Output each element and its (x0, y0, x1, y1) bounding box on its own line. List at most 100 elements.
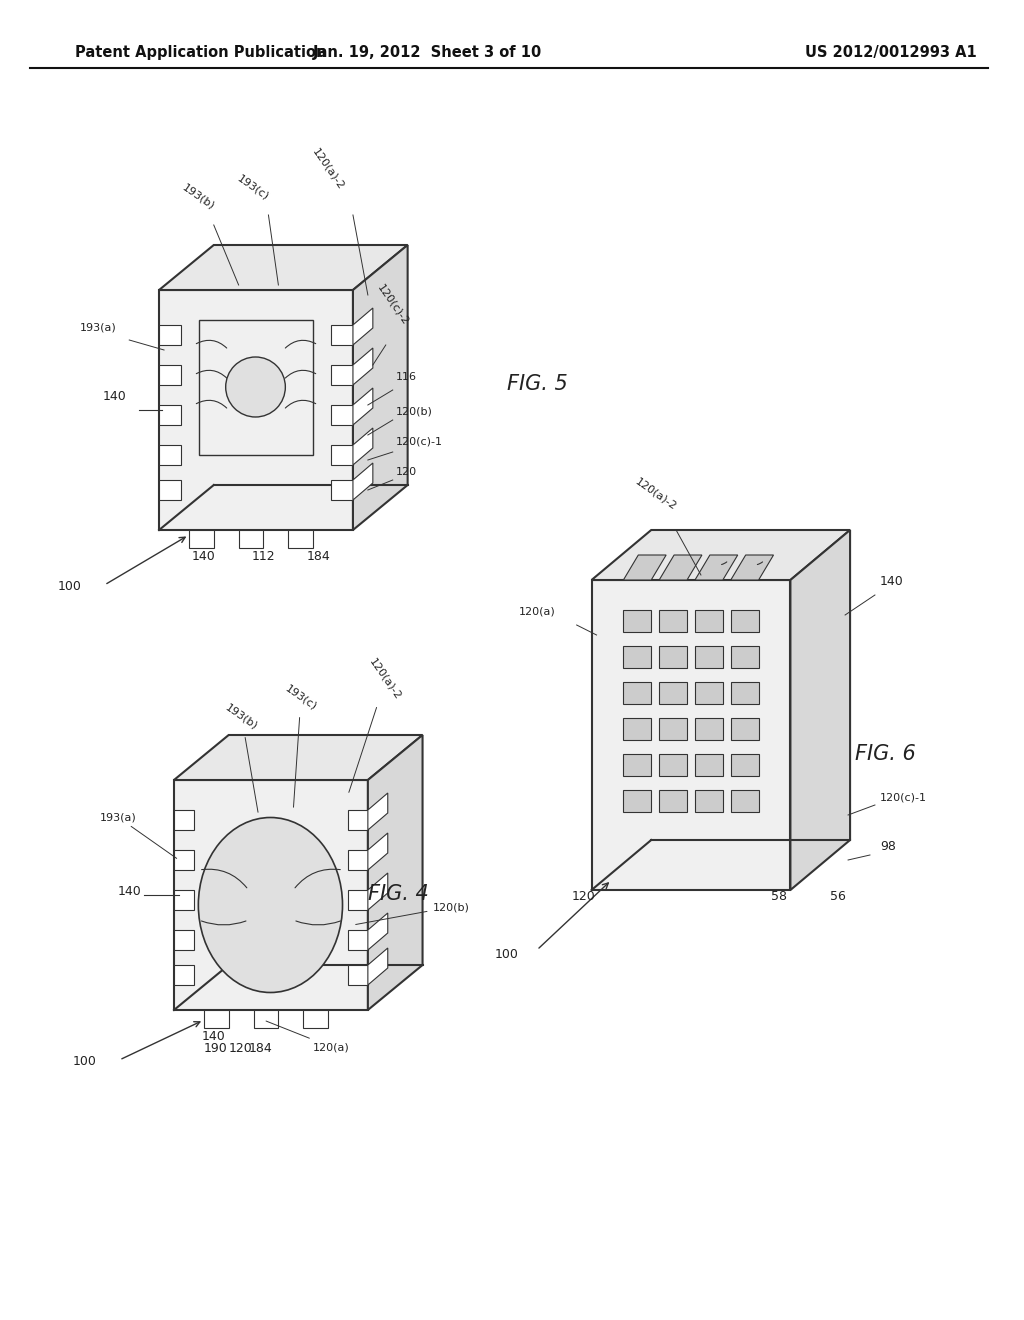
Polygon shape (368, 913, 388, 950)
Text: 120(a)-2: 120(a)-2 (310, 147, 346, 191)
Text: 120(c)-1: 120(c)-1 (880, 792, 927, 803)
Polygon shape (174, 850, 194, 870)
Polygon shape (239, 531, 263, 548)
Ellipse shape (199, 817, 342, 993)
Polygon shape (204, 1010, 228, 1028)
Polygon shape (174, 810, 194, 830)
Polygon shape (159, 290, 353, 531)
Ellipse shape (225, 356, 286, 417)
Text: 56: 56 (830, 890, 846, 903)
Polygon shape (368, 873, 388, 909)
Polygon shape (695, 554, 737, 579)
Text: 140: 140 (880, 576, 903, 587)
Polygon shape (624, 682, 651, 704)
Text: 120(a): 120(a) (518, 607, 555, 616)
Polygon shape (348, 890, 368, 909)
Polygon shape (624, 554, 667, 579)
Text: FIG. 6: FIG. 6 (855, 744, 915, 764)
Polygon shape (174, 735, 423, 780)
Polygon shape (348, 965, 368, 985)
Text: 193(b): 193(b) (181, 182, 217, 213)
Text: 120(a): 120(a) (266, 1022, 350, 1052)
Polygon shape (695, 754, 723, 776)
Polygon shape (695, 789, 723, 812)
Polygon shape (254, 1010, 279, 1028)
Text: Patent Application Publication: Patent Application Publication (75, 45, 326, 59)
Polygon shape (731, 754, 759, 776)
Text: 193(a): 193(a) (99, 812, 177, 858)
Text: 140: 140 (202, 1030, 225, 1043)
Text: 120(b): 120(b) (395, 407, 432, 417)
Text: 120: 120 (571, 890, 595, 903)
Polygon shape (731, 682, 759, 704)
Text: FIG. 5: FIG. 5 (507, 374, 568, 393)
Text: 120(a)-2: 120(a)-2 (634, 477, 679, 512)
Polygon shape (331, 405, 353, 425)
Polygon shape (353, 308, 373, 345)
Text: 193(c): 193(c) (236, 173, 271, 202)
Polygon shape (353, 388, 373, 425)
Polygon shape (731, 554, 773, 579)
Text: 116: 116 (395, 372, 417, 381)
Text: 112: 112 (252, 550, 275, 564)
Polygon shape (659, 645, 687, 668)
Polygon shape (174, 890, 194, 909)
Text: 184: 184 (249, 1041, 272, 1055)
Polygon shape (348, 850, 368, 870)
Text: 184: 184 (306, 550, 330, 564)
Polygon shape (348, 931, 368, 950)
Polygon shape (348, 810, 368, 830)
Text: 193(c): 193(c) (284, 684, 318, 808)
Polygon shape (659, 789, 687, 812)
Polygon shape (368, 793, 388, 830)
Polygon shape (624, 789, 651, 812)
Polygon shape (659, 554, 701, 579)
Polygon shape (695, 610, 723, 632)
Polygon shape (624, 610, 651, 632)
Text: 120: 120 (395, 467, 417, 477)
Text: 98: 98 (880, 840, 896, 853)
Polygon shape (659, 682, 687, 704)
Text: 120(c)-1: 120(c)-1 (395, 437, 442, 447)
Polygon shape (659, 754, 687, 776)
Polygon shape (174, 780, 368, 1010)
Polygon shape (159, 405, 181, 425)
Polygon shape (592, 579, 791, 890)
Text: FIG. 4: FIG. 4 (368, 884, 429, 904)
Polygon shape (368, 948, 388, 985)
Polygon shape (159, 325, 181, 345)
Polygon shape (174, 931, 194, 950)
Polygon shape (791, 531, 850, 890)
Text: 190: 190 (204, 1041, 227, 1055)
Text: 100: 100 (496, 948, 519, 961)
Polygon shape (731, 645, 759, 668)
Polygon shape (659, 610, 687, 632)
Polygon shape (303, 1010, 328, 1028)
Text: 100: 100 (73, 1055, 96, 1068)
Polygon shape (624, 754, 651, 776)
Text: 140: 140 (118, 884, 141, 898)
Text: US 2012/0012993 A1: US 2012/0012993 A1 (805, 45, 977, 59)
Text: 58: 58 (770, 890, 786, 903)
Polygon shape (353, 463, 373, 500)
Polygon shape (159, 480, 181, 500)
Text: 120(a)-2: 120(a)-2 (349, 657, 403, 792)
Polygon shape (331, 480, 353, 500)
Polygon shape (659, 718, 687, 741)
Polygon shape (624, 645, 651, 668)
Polygon shape (731, 718, 759, 741)
Polygon shape (331, 366, 353, 385)
Polygon shape (289, 531, 313, 548)
Text: 193(b): 193(b) (223, 702, 260, 812)
Text: 193(a): 193(a) (80, 322, 117, 333)
Text: 100: 100 (57, 579, 82, 593)
Polygon shape (592, 531, 850, 579)
Polygon shape (695, 645, 723, 668)
Polygon shape (159, 366, 181, 385)
Text: 120(c)-2: 120(c)-2 (375, 282, 411, 327)
Text: 140: 140 (191, 550, 216, 564)
Polygon shape (353, 348, 373, 385)
Text: 140: 140 (102, 389, 126, 403)
Polygon shape (353, 246, 408, 531)
Polygon shape (731, 789, 759, 812)
